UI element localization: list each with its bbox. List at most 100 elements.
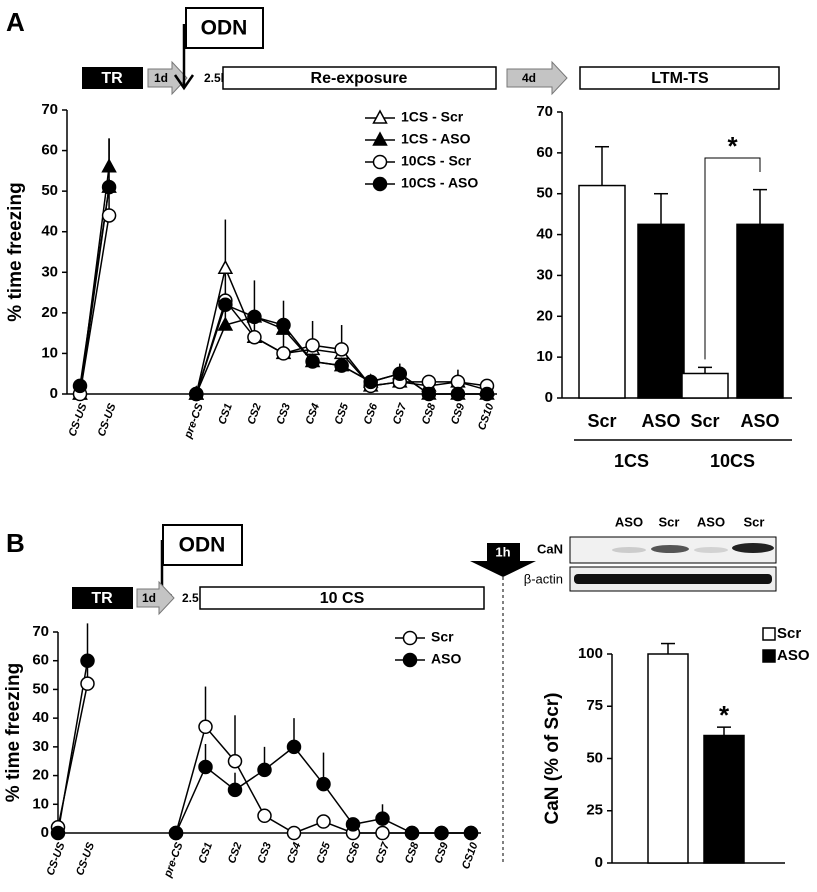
marker [276,317,291,333]
y-tick-label: 70 [32,623,49,640]
step-label: TR [91,590,113,607]
bar [647,653,689,864]
x-tick-label: CS2 [245,402,264,426]
step-label: 1h [495,544,510,559]
x-tick-label: CS7 [373,840,392,865]
step-label: 4d [522,71,536,85]
marker [316,776,331,792]
bracket [704,157,761,360]
x-tick-label: CS7 [391,401,410,426]
x-tick-label: Scr [690,411,719,431]
x-tick-label: CS8 [403,840,422,865]
y-axis-label: % time freezing [3,663,24,802]
legend-label: 10CS - Scr [401,153,472,169]
y-tick-label: 0 [41,824,49,841]
y-tick-label: 60 [536,144,553,161]
legend-marker [402,652,418,668]
legend-marker [372,154,388,170]
y-tick-label: 50 [536,185,553,202]
series-line [79,186,488,395]
y-tick-label: 60 [32,652,49,669]
y-tick-label: 0 [595,854,603,871]
y-tick-label: 20 [41,304,58,321]
y-tick-label: 20 [536,307,553,324]
marker [479,386,495,402]
y-tick-label: 70 [536,103,553,120]
lane-label: ASO [697,514,725,529]
y-tick-label: 20 [32,767,49,784]
marker [363,374,378,390]
group-label: 10CS [710,451,755,471]
y-tick-label: 50 [586,749,603,766]
step-label: 1d [154,71,168,85]
step-label: 2.5h [204,71,228,85]
y-tick-label: 30 [32,738,49,755]
marker [80,653,95,668]
y-axis-label: CaN (% of Scr) [542,693,563,825]
odn-label: ODN [179,534,226,557]
legend-marker [402,630,418,646]
x-tick-label: CS4 [285,841,304,865]
group-label: 1CS [614,451,649,471]
marker [463,825,479,841]
bar [703,734,745,864]
x-tick-label: CS1 [216,402,235,426]
step-arrow [470,561,536,577]
legend-swatch [762,649,776,663]
x-tick-label: CS10 [460,840,481,871]
marker [257,808,272,824]
band [732,543,774,553]
annotation: * [719,700,730,730]
marker [345,817,361,832]
marker [247,329,262,345]
y-tick-label: 0 [50,385,58,402]
legend-label: ASO [777,647,810,664]
marker [450,374,466,390]
band [651,545,689,553]
marker [217,316,234,331]
marker [286,825,302,841]
marker [334,342,349,357]
series-line [79,186,487,395]
legend-marker [372,109,388,124]
step-arrow [136,580,175,616]
marker [375,811,390,826]
marker [392,366,408,381]
x-tick-label: CS3 [274,402,293,426]
panel-label: B [6,528,25,558]
x-tick-label: CS-US [67,401,90,438]
marker [276,346,291,361]
step-label: Re-exposure [311,70,408,87]
marker [316,814,331,829]
bar [578,184,626,399]
marker [101,158,117,173]
legend-label: Scr [431,629,454,645]
x-tick-label: CS9 [449,401,468,426]
marker [218,297,233,312]
marker [375,825,390,841]
panel-label: A [6,7,25,37]
y-tick-label: 30 [41,263,58,280]
marker [189,386,204,402]
x-tick-label: pre-CS [162,840,186,880]
marker [434,825,449,841]
step-arrow [487,543,520,562]
legend-swatch [762,627,776,641]
step-label: TR [101,70,123,87]
x-tick-label: CS5 [333,401,352,426]
marker [305,338,320,353]
band [574,574,772,584]
band [694,547,728,553]
y-tick-label: 30 [536,266,553,283]
marker [198,719,213,735]
step-label: 1d [142,591,156,605]
marker [217,259,234,274]
y-tick-label: 100 [578,645,603,662]
lane-label: Scr [744,514,765,529]
blot: ASO Scr ASO Scr CaN β-actin [524,514,777,592]
x-tick-label: CS2 [226,841,245,865]
bar [681,372,729,399]
marker [72,378,88,394]
x-tick-label: CS9 [432,840,451,865]
